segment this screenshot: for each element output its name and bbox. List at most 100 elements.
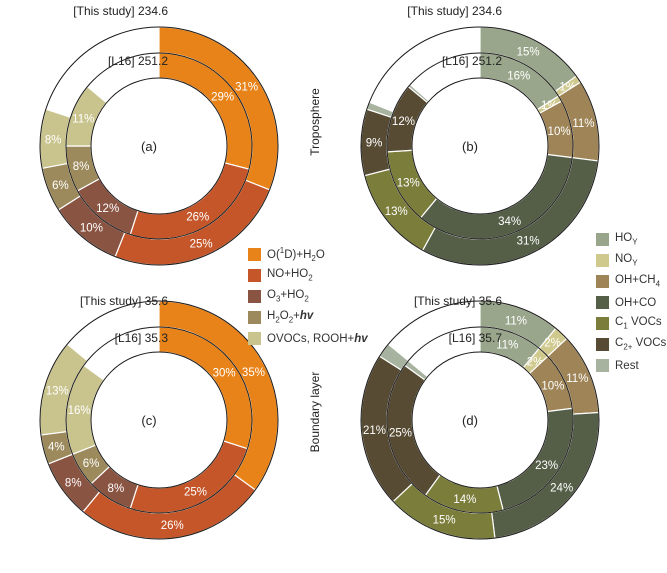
pie-3-inner-label-CO: 23% — [535, 460, 558, 472]
panel-label: (b) — [462, 139, 478, 154]
pie-panel-0: 31% 25% 10% 6% 8% 29% 26% 12% 8% 11% (a) [This stud… — [39, 4, 279, 266]
pie-3-inner-label-CH4: 10% — [541, 381, 564, 393]
legend-swatch — [248, 269, 261, 282]
legend-item-OVOC: OVOCs, ROOH+hv — [248, 328, 368, 349]
pie-2-inner-label-NO: 25% — [184, 487, 207, 499]
pie-2-outer-label-OVOC: 13% — [46, 385, 69, 397]
legend-item-O1D: O(1D)+H2O — [248, 244, 368, 265]
pie-0-inner-label-NO: 26% — [186, 212, 209, 224]
pie-1-inner-label-CH4: 10% — [548, 126, 571, 138]
outer-ring-header: [This study] 35.6 — [80, 294, 168, 308]
pie-2-hole — [90, 351, 228, 489]
pie-panel-1: 15%1%11%31%13%9%16%1%10%34%13%12%(b)[Thi… — [360, 4, 600, 266]
pie-1-outer-outline — [360, 26, 600, 266]
outer-ring-header: [This study] 234.6 — [407, 4, 502, 18]
legend-item-Rest: Rest — [596, 355, 666, 376]
legend-label: OH+CH4 — [615, 274, 661, 289]
legend-swatch — [596, 359, 609, 372]
pie-0-inner-outline — [65, 52, 253, 240]
pie-2-outer-label-O1D: 35% — [242, 367, 265, 379]
pie-0-hole — [90, 77, 228, 215]
legend-item-C1: C1 VOCs — [596, 313, 666, 334]
legend-label: H2O2+hv — [267, 310, 314, 325]
legend-swatch — [596, 233, 609, 246]
pie-1-outer-label-CH4: 11% — [572, 118, 594, 130]
pie-3-outer-label-C2: 21% — [363, 425, 386, 437]
pie-3-inner-label-C2: 25% — [389, 428, 412, 440]
legend-item-HOY: HOY — [596, 229, 666, 250]
pie-0-inner-label-OVOC: 11% — [72, 114, 94, 126]
pie-2-outer-label-O3: 8% — [65, 477, 82, 489]
side-label-boundary-layer: Boundary layer — [308, 372, 322, 453]
legend-swatch — [596, 254, 609, 267]
pie-3-inner-label-C1: 14% — [453, 494, 476, 506]
pie-0-outer-label-O3: 10% — [80, 223, 103, 235]
legend-swatch — [248, 290, 261, 303]
outer-ring-header: [This study] 234.6 — [73, 4, 168, 18]
pie-0-outer-label-OVOC: 8% — [45, 134, 62, 146]
pie-2-outer-outline — [39, 300, 279, 540]
legend-item-CH4: OH+CH4 — [596, 271, 666, 292]
pie-3-outer-label-CO: 24% — [550, 483, 573, 495]
inner-ring-header: [L16] 251.2 — [108, 54, 168, 68]
pie-0-outer-outline — [39, 26, 279, 266]
pie-1-outer-label-C1: 13% — [385, 206, 408, 218]
legend-right: HOY NOY OH+CH4 OH+CO C1 VOCs C2+ VOCs Rest — [596, 229, 666, 376]
inner-ring-header: [L16] 251.2 — [442, 54, 502, 68]
pie-1-inner-label-C1: 13% — [397, 178, 420, 190]
legend-item-H2O2: H2O2+hv — [248, 307, 368, 328]
legend-swatch — [596, 296, 609, 309]
outer-ring-header: [This study] 35.6 — [414, 294, 502, 308]
pie-2-inner-label-H2O2: 6% — [83, 458, 100, 470]
pie-1-outer-label-C2: 9% — [366, 138, 383, 150]
pie-2-outer-label-H2O2: 4% — [48, 441, 65, 453]
legend-label: NO+HO2 — [267, 268, 313, 283]
pie-0-inner-label-O1D: 29% — [211, 92, 234, 104]
legend-label: HOY — [615, 232, 638, 247]
pie-panel-3: 11%2%11%24%15%21%11%2%10%23%14%25%(d)[Th… — [360, 294, 600, 540]
legend-item-NOY: NOY — [596, 250, 666, 271]
legend-label: O(1D)+H2O — [267, 245, 325, 264]
pie-3-outer-label-CH4: 11% — [566, 373, 588, 385]
pie-3-inner-outline — [386, 326, 574, 514]
legend-item-O3: O3+HO2 — [248, 286, 368, 307]
legend-item-C2: C2+ VOCs — [596, 334, 666, 355]
legend-swatch — [596, 317, 609, 330]
legend-swatch — [596, 338, 609, 351]
pie-0-outer-label-NO: 25% — [190, 238, 213, 250]
pie-1-outer-label-CO: 31% — [517, 235, 540, 247]
pie-3-outer-outline — [360, 300, 600, 540]
panel-label: (a) — [141, 139, 157, 154]
pie-1-hole — [411, 77, 549, 215]
legend-swatch — [596, 275, 609, 288]
legend-label: OH+CO — [615, 296, 657, 309]
pie-0-outer-label-O1D: 31% — [235, 81, 258, 93]
pie-2-inner-label-OVOC: 16% — [68, 405, 91, 417]
legend-left: O(1D)+H2O NO+HO2 O3+HO2 H2O2+hv OVOCs, ROOH+… — [248, 244, 368, 349]
pie-3-outer-label-NOY: 2% — [544, 338, 561, 350]
pie-3-outer-label-C1: 15% — [433, 515, 456, 527]
inner-ring-header: [L16] 35.3 — [115, 331, 169, 345]
pie-panel-2: 35%26%8%4%13%30%25%8%6%16%(c)[This study… — [39, 294, 279, 540]
pie-1-outer-label-HOY: 15% — [517, 47, 540, 59]
inner-ring-header: [L16] 35.7 — [449, 331, 503, 345]
pie-1-inner-label-C2: 12% — [392, 116, 415, 128]
pie-1-inner-outline — [386, 52, 574, 240]
legend-swatch — [248, 248, 261, 261]
pie-0-inner-label-O3: 12% — [96, 203, 119, 215]
pie-0-outer-label-H2O2: 6% — [52, 180, 69, 192]
pie-2-outer-label-NO: 26% — [161, 520, 184, 532]
pie-2-inner-label-O3: 8% — [108, 483, 125, 495]
legend-swatch — [248, 311, 261, 324]
pie-1-inner-label-CO: 34% — [498, 216, 521, 228]
pie-1-inner-label-HOY: 16% — [507, 70, 530, 82]
pie-3-outer-label-HOY: 11% — [505, 315, 527, 327]
panel-label: (c) — [141, 413, 156, 428]
pie-3-inner-label-HOY: 11% — [496, 339, 518, 351]
legend-label: Rest — [615, 359, 639, 372]
legend-label: NOY — [615, 253, 638, 268]
legend-item-NO: NO+HO2 — [248, 265, 368, 286]
legend-swatch — [248, 332, 261, 345]
